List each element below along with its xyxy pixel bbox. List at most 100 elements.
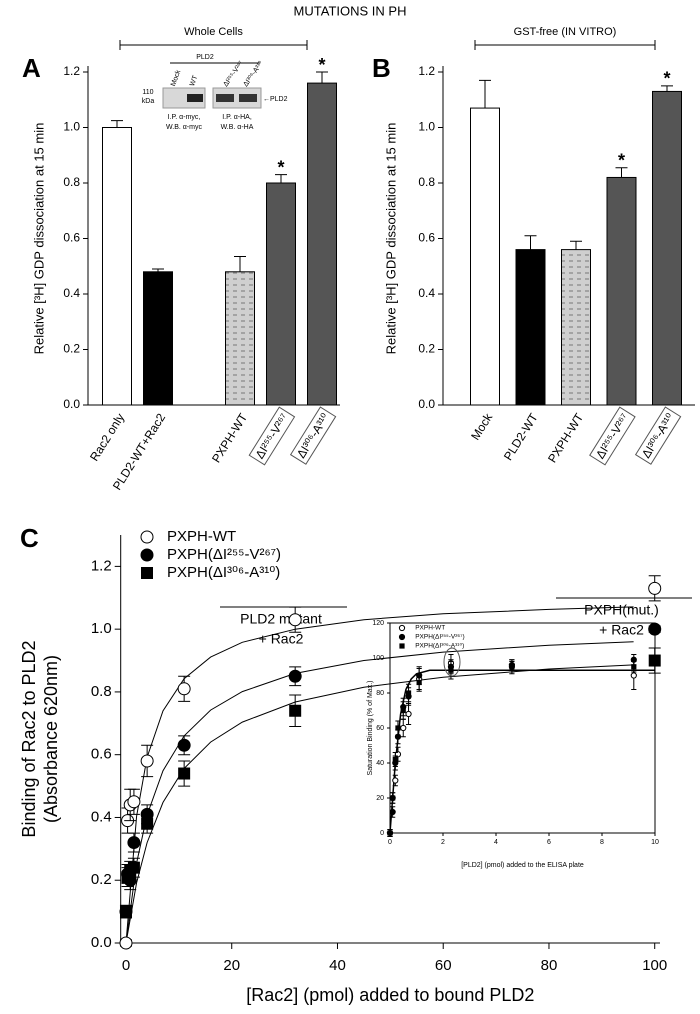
x-tick-label: PXPH-WT (209, 410, 251, 465)
data-point (121, 871, 134, 884)
data-point (127, 795, 141, 809)
legend-label: PXPH(ΔI³⁰⁶-A³¹⁰) (167, 564, 280, 581)
error-bar (479, 79, 491, 109)
x-tick-label: 0 (122, 957, 130, 974)
label-box (589, 406, 636, 466)
legend-label: PXPH(ΔI³⁰⁶-A³¹⁰) (415, 643, 464, 650)
fit-line (125, 664, 634, 944)
y-tick-label: 1.0 (418, 120, 435, 134)
bar (652, 90, 682, 406)
figure-title: MUTATIONS IN PH (294, 3, 407, 18)
data-point (141, 817, 154, 830)
bar (266, 182, 296, 406)
y-tick-label: 1.2 (91, 557, 112, 574)
y-tick-label: 0.0 (418, 397, 435, 411)
category-label-group: PLD2-WT (501, 410, 541, 463)
legend-label: PXPH(ΔI²⁵⁵-V²⁶⁷) (167, 546, 281, 563)
blot-caption: W.B. α-myc (166, 124, 202, 131)
blot-strip (162, 87, 206, 109)
category-label-group: ΔI³⁰⁶-A³¹⁰ (634, 406, 682, 465)
y-axis-label: Relative [³H] GDP dissociation at 15 min (31, 123, 46, 355)
data-point (400, 707, 406, 714)
panel-label: C (20, 523, 39, 553)
bar (470, 107, 500, 406)
fit-line (389, 669, 655, 834)
lane-label: ΔI³⁰⁶-A³¹⁰ (242, 60, 265, 89)
blot-caption: I.P. α-HA, (222, 114, 252, 121)
blot-band (187, 94, 203, 102)
y-tick-label: 0.0 (91, 934, 112, 951)
x-tick-label: 2 (441, 839, 445, 846)
fit-line (125, 641, 634, 944)
significance-star: * (318, 55, 325, 75)
data-point (178, 767, 191, 780)
significance-star: * (663, 69, 670, 89)
label-box (634, 406, 682, 465)
error-bar (111, 120, 123, 128)
y-tick-label: 0.2 (63, 342, 80, 356)
y-tick-label: 40 (376, 760, 384, 767)
blot-caption: I.P. α-myc, (168, 114, 201, 121)
y-tick-label: 0.8 (91, 683, 112, 700)
category-label-group: Mock (468, 410, 496, 443)
data-point (127, 836, 141, 850)
blot-band (239, 94, 257, 102)
y-tick-label: 1.0 (91, 620, 112, 637)
mw-marker: 110 (142, 89, 153, 96)
x-tick-label: PXPH-WT (545, 410, 587, 465)
data-point (177, 682, 191, 696)
error-bar (275, 174, 287, 183)
blot-strip (212, 87, 262, 109)
blot-title: PLD2 (196, 54, 214, 61)
y-tick-label: 0.6 (418, 231, 435, 245)
data-point (288, 613, 302, 627)
data-point (288, 669, 302, 683)
header-bracket (119, 40, 308, 50)
y-tick-label: 80 (376, 690, 384, 697)
error-bar (152, 268, 164, 272)
legend-marker (141, 567, 153, 579)
x-tick-label: 4 (494, 839, 498, 846)
y-tick-label: 1.0 (63, 120, 80, 134)
blot-band (216, 94, 234, 102)
data-point (395, 725, 401, 731)
category-label-group: PXPH-WT (209, 410, 251, 465)
header: GST-free (IN VITRO) (514, 26, 617, 38)
error-bar (661, 85, 673, 92)
plot-frame (389, 622, 656, 834)
category-label-group: Rac2 only (87, 411, 127, 464)
x-axis-label: [Rac2] (pmol) added to bound PLD2 (246, 985, 534, 1005)
bar (225, 271, 255, 406)
category-label-group: ΔI²⁵⁵-V²⁶⁷ (589, 406, 636, 466)
y-tick-label: 120 (372, 620, 384, 627)
data-point (392, 756, 398, 763)
x-tick-label: 6 (547, 839, 551, 846)
data-point (127, 861, 140, 874)
y-axis-label: Binding of Rac2 to PLD2 (19, 640, 39, 837)
data-point (631, 664, 637, 670)
y-axis-label: (Absorbance 620nm) (41, 655, 61, 823)
data-point (392, 777, 399, 784)
legend-marker (398, 624, 406, 632)
highlight-ring (443, 647, 461, 677)
y-tick-label: 60 (376, 725, 384, 732)
y-tick-label: 0.0 (63, 397, 80, 411)
x-tick-label: PLD2-WT (501, 410, 541, 463)
y-tick-label: 0.8 (418, 175, 435, 189)
y-tick-label: 0.2 (418, 342, 435, 356)
x-tick-label: 10 (651, 839, 659, 846)
data-point (448, 667, 454, 673)
x-tick-label: 80 (541, 957, 558, 974)
label-box (248, 406, 296, 466)
bar (143, 271, 173, 406)
label-box (289, 406, 337, 465)
x-tick-label: 20 (223, 957, 240, 974)
y-tick-label: 20 (376, 795, 384, 802)
data-point (648, 581, 662, 595)
legend-label: PXPH(ΔI²⁵⁵-V²⁶⁷) (415, 634, 464, 641)
bar (606, 176, 637, 406)
x-axis-label: [PLD2] (pmol) added to the ELISA plate (461, 862, 584, 869)
y-tick-label: 0.2 (91, 871, 112, 888)
significance-star: * (277, 157, 284, 177)
